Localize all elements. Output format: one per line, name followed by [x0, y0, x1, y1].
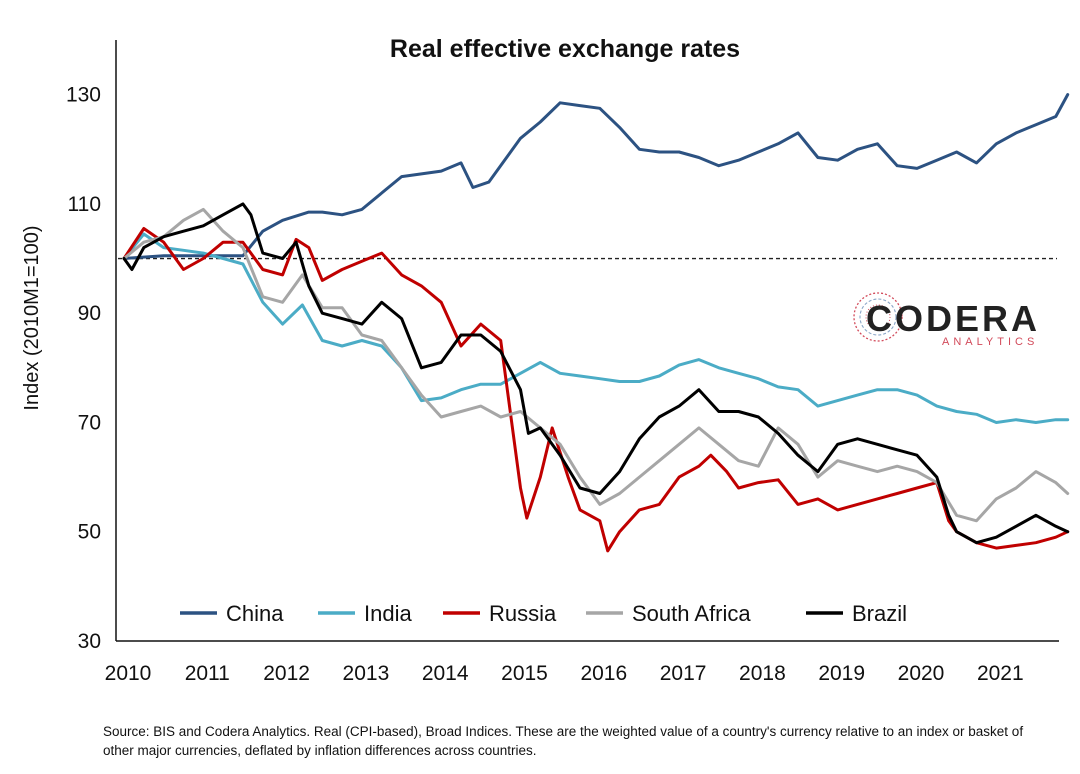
legend-label: China	[226, 601, 284, 626]
x-tick-label: 2014	[422, 662, 469, 685]
series-layer	[122, 93, 1070, 553]
y-tick-label: 130	[66, 84, 101, 107]
y-tick-label: 70	[78, 411, 101, 434]
y-tick-label: 30	[78, 630, 101, 653]
series-line-south-africa	[122, 207, 1070, 523]
x-tick-label: 2019	[818, 662, 865, 685]
codera-logo-mark-icon	[853, 292, 903, 342]
legend-label: Brazil	[852, 601, 907, 626]
x-tick-label: 2013	[343, 662, 390, 685]
source-note: Source: BIS and Codera Analytics. Real (…	[103, 724, 1024, 758]
series-line-brazil	[122, 202, 1070, 545]
x-tick-label: 2021	[977, 662, 1024, 685]
legend-label: India	[364, 601, 412, 626]
x-tick-label: 2017	[660, 662, 707, 685]
y-tick-label: 110	[68, 193, 101, 216]
x-tick-label: 2020	[898, 662, 945, 685]
y-tick-label: 50	[78, 521, 101, 544]
x-tick-label: 2012	[263, 662, 310, 685]
codera-logo: CODERA ANALYTICS	[853, 292, 1040, 348]
x-tick-label: 2015	[501, 662, 548, 685]
legend-label: South Africa	[632, 601, 751, 626]
chart-title: Real effective exchange rates	[390, 35, 740, 63]
y-axis-label: Index (2010M1=100)	[21, 225, 43, 410]
series-line-russia	[122, 227, 1070, 553]
series-line-india	[122, 232, 1070, 424]
series-line-china	[122, 93, 1070, 260]
x-tick-label: 2011	[185, 662, 230, 685]
legend: China India Russia South Africa Brazil	[180, 601, 907, 626]
logo-name: CODERA	[866, 298, 1040, 339]
logo-subtitle: ANALYTICS	[942, 336, 1038, 348]
y-tick-label: 90	[78, 302, 101, 325]
x-tick-label: 2018	[739, 662, 786, 685]
x-tick-label: 2010	[105, 662, 152, 685]
x-axis-ticks: 2010 2011 2012 2013 2014 2015 2016 2017 2018 2019…	[105, 662, 1024, 685]
y-axis-ticks: 30 50 70 90 110 130	[66, 84, 101, 653]
x-tick-label: 2016	[580, 662, 627, 685]
legend-label: Russia	[489, 601, 557, 626]
